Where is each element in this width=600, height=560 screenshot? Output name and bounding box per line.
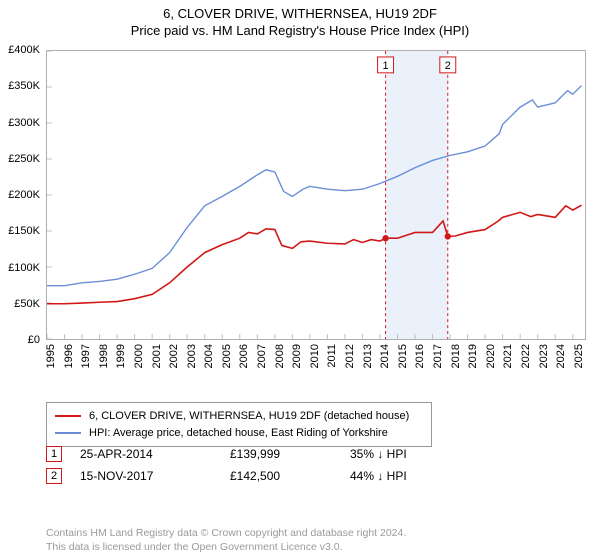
x-tick-label: 2014	[379, 344, 391, 368]
x-tick-label: 2019	[467, 344, 479, 368]
x-tick-label: 1999	[115, 344, 127, 368]
x-tick-label: 2020	[485, 344, 497, 368]
x-tick-label: 2022	[520, 344, 532, 368]
y-tick-label: £350K	[8, 80, 40, 92]
x-tick-label: 2000	[133, 344, 145, 368]
x-tick-label: 1997	[80, 344, 92, 368]
y-tick-label: £300K	[8, 117, 40, 129]
sale-number-box: 1	[46, 446, 62, 462]
sale-delta: 44% ↓ HPI	[350, 469, 460, 483]
legend-label: HPI: Average price, detached house, East…	[89, 425, 388, 442]
x-tick-label: 1995	[45, 344, 57, 368]
legend-swatch	[55, 415, 81, 417]
x-tick-label: 2007	[256, 344, 268, 368]
x-tick-label: 2024	[555, 344, 567, 368]
sale-number-box: 2	[46, 468, 62, 484]
chart-container: { "title": { "line1": "6, CLOVER DRIVE, …	[0, 0, 600, 560]
legend-swatch	[55, 432, 81, 434]
x-tick-label: 2005	[221, 344, 233, 368]
legend-item: HPI: Average price, detached house, East…	[55, 425, 423, 442]
svg-text:2: 2	[445, 60, 451, 72]
sales-table: 1 25-APR-2014£139,99935% ↓ HPI 2 15-NOV-201…	[46, 446, 586, 490]
x-tick-label: 2015	[397, 344, 409, 368]
y-tick-label: £0	[28, 334, 40, 346]
x-tick-label: 2018	[450, 344, 462, 368]
x-tick-label: 2021	[502, 344, 514, 368]
x-tick-label: 2013	[362, 344, 374, 368]
sale-row: 2 15-NOV-2017£142,50044% ↓ HPI	[46, 468, 586, 484]
x-tick-label: 2002	[168, 344, 180, 368]
legend: 6, CLOVER DRIVE, WITHERNSEA, HU19 2DF (d…	[46, 402, 432, 447]
plot-region: 12	[46, 50, 586, 340]
x-tick-label: 2009	[291, 344, 303, 368]
footer-line-1: Contains HM Land Registry data © Crown c…	[46, 526, 406, 540]
sale-row: 1 25-APR-2014£139,99935% ↓ HPI	[46, 446, 586, 462]
x-tick-label: 2004	[203, 344, 215, 368]
chart-area: 12 £0£50K£100K£150K£200K£250K£300K£350K£…	[46, 50, 586, 370]
y-tick-label: £400K	[8, 44, 40, 56]
footer-line-2: This data is licensed under the Open Gov…	[46, 540, 406, 554]
chart-title: 6, CLOVER DRIVE, WITHERNSEA, HU19 2DF	[0, 6, 600, 21]
x-tick-label: 2016	[414, 344, 426, 368]
chart-subtitle: Price paid vs. HM Land Registry's House …	[0, 23, 600, 38]
sale-price: £139,999	[230, 447, 350, 461]
legend-label: 6, CLOVER DRIVE, WITHERNSEA, HU19 2DF (d…	[89, 408, 409, 425]
footer-attribution: Contains HM Land Registry data © Crown c…	[46, 526, 406, 554]
x-tick-label: 1998	[98, 344, 110, 368]
y-tick-label: £100K	[8, 262, 40, 274]
x-tick-label: 1996	[63, 344, 75, 368]
y-tick-label: £150K	[8, 225, 40, 237]
x-tick-label: 2001	[151, 344, 163, 368]
x-tick-label: 2012	[344, 344, 356, 368]
x-tick-label: 2025	[573, 344, 585, 368]
y-tick-label: £50K	[14, 298, 40, 310]
sale-price: £142,500	[230, 469, 350, 483]
legend-item: 6, CLOVER DRIVE, WITHERNSEA, HU19 2DF (d…	[55, 408, 423, 425]
x-tick-label: 2008	[274, 344, 286, 368]
svg-text:1: 1	[383, 60, 389, 72]
x-tick-label: 2011	[326, 344, 338, 368]
x-tick-label: 2010	[309, 344, 321, 368]
x-tick-label: 2006	[238, 344, 250, 368]
y-tick-label: £250K	[8, 153, 40, 165]
sale-date: 15-NOV-2017	[80, 469, 230, 483]
x-tick-label: 2003	[186, 344, 198, 368]
y-tick-label: £200K	[8, 189, 40, 201]
x-tick-label: 2023	[538, 344, 550, 368]
x-tick-label: 2017	[432, 344, 444, 368]
sale-delta: 35% ↓ HPI	[350, 447, 460, 461]
sale-date: 25-APR-2014	[80, 447, 230, 461]
